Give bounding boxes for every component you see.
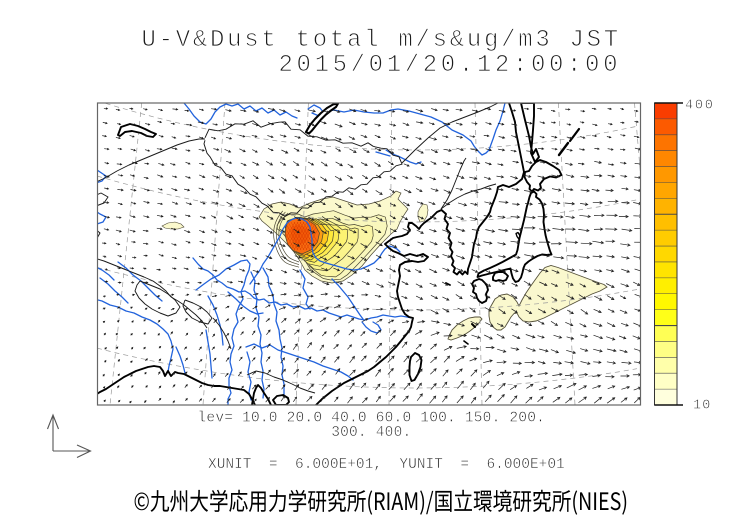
svg-text:XUNIT = 6.000E+01, YUNIT =: XUNIT = 6.000E+01, YUNIT = 6.000E+01 bbox=[208, 457, 565, 473]
svg-text:400: 400 bbox=[685, 99, 715, 114]
svg-text:10: 10 bbox=[693, 399, 712, 414]
svg-text:lev= 10.0 20.0 40.0 60.0 100.: lev= 10.0 20.0 40.0 60.0 100. 150. 200. bbox=[198, 411, 546, 427]
svg-text:2015/01/20.12:00:00: 2015/01/20.12:00:00 bbox=[279, 52, 622, 79]
svg-text:300. 400.: 300. 400. bbox=[331, 425, 411, 441]
svg-text:U-V&Dust total m/s&ug/m3 JST: U-V&Dust total m/s&ug/m3 JST bbox=[142, 27, 621, 54]
